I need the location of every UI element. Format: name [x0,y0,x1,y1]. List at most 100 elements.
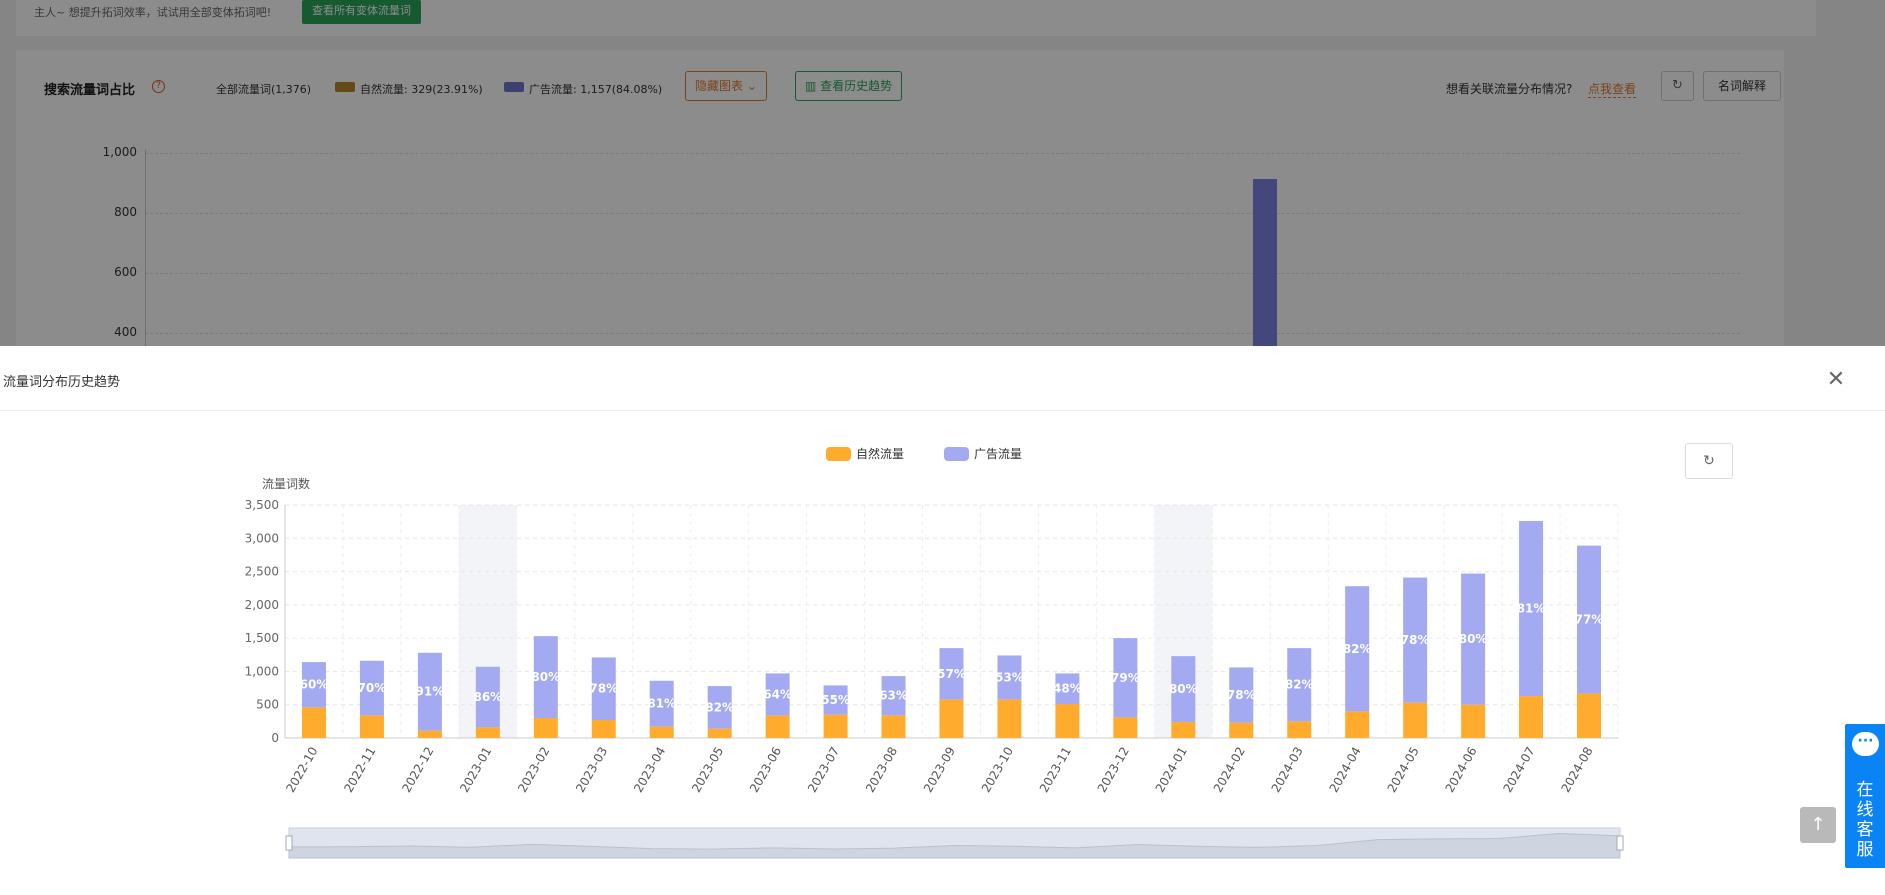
zoom-slider-preview [288,833,1621,859]
bar-ad [359,660,384,716]
chat-bubble-icon [1852,732,1879,756]
bg-y-tick: 1,000 [102,145,137,159]
x-tick-label: 2023-05 [689,745,726,795]
bg-gridline [145,273,1740,274]
bar-natural [475,727,500,738]
back-to-top-button[interactable]: ↑ [1800,807,1836,843]
bar-ad [591,657,616,721]
data-label: 48% [1053,682,1082,696]
x-tick-label: 2023-09 [921,745,958,795]
bar-ad [1519,520,1544,697]
data-label: 86% [473,690,502,704]
bar-natural [591,720,616,738]
hide-chart-label: 隐藏图表 [695,79,744,93]
chevron-down-icon: ⌄ [746,79,757,93]
x-tick-label: 2022-10 [283,745,320,795]
refresh-icon[interactable]: ↻ [1661,71,1694,101]
bar-ad [1055,673,1080,705]
y-tick-label: 0 [271,731,279,745]
modal-header: 流量词分布历史趋势 ✕ [0,346,1885,411]
bar-ad [823,685,848,715]
y-tick-label: 2,500 [245,565,279,579]
help-icon[interactable]: ? [152,80,165,93]
view-variants-button[interactable]: 查看所有变体流量词 [302,0,421,24]
data-label: 77% [1575,613,1604,627]
x-tick-label: 2023-08 [863,745,900,795]
modal-title: 流量词分布历史趋势 [3,375,121,390]
bar-natural [359,715,384,738]
bar-natural [649,726,674,738]
bar-natural [997,699,1022,738]
bar-natural [1461,704,1486,738]
zoom-handle-left[interactable] [285,835,293,851]
x-tick-label: 2023-02 [515,745,552,795]
legend-label: 广告流量 [974,447,1022,461]
bar-ad [707,686,732,729]
chart-refresh-icon[interactable]: ↻ [1685,443,1733,479]
x-tick-label: 2023-12 [1095,745,1132,795]
data-label: 53% [995,670,1024,684]
x-tick-label: 2022-11 [341,745,378,795]
natural-legend-label: 自然流量: 329(23.91%) [360,83,483,96]
y-tick-label: 2,000 [245,598,279,612]
bar-natural [765,715,790,738]
chart-icon: ▥ [805,79,817,93]
close-icon[interactable]: ✕ [1826,367,1846,392]
related-traffic-link[interactable]: 点我查看 [1588,82,1637,98]
x-tick-label: 2024-06 [1443,745,1480,795]
bar-ad [1403,577,1428,703]
x-tick-label: 2023-10 [979,745,1016,795]
x-tick-label: 2023-06 [747,745,784,795]
x-tick-label: 2023-07 [805,745,842,795]
natural-legend-swatch [335,82,355,92]
bar-natural [823,714,848,738]
bg-y-tick: 600 [114,265,137,279]
bg-y-tick: 400 [114,325,137,339]
data-label: 60% [300,678,329,692]
y-tick-label: 3,000 [245,531,279,545]
bar-natural [1345,711,1370,738]
bar-ad [417,652,442,731]
zoom-handle-right[interactable] [1616,835,1624,851]
x-tick-label: 2023-01 [457,745,494,795]
bar-natural [1287,721,1312,738]
data-label: 82% [1285,678,1314,692]
y-tick-label: 3,500 [245,498,279,512]
x-tick-label: 2022-12 [399,745,436,795]
legend-swatch [944,447,969,461]
bar-natural [881,715,906,738]
bar-natural [417,730,442,738]
bar-natural [1519,696,1544,738]
modal-overlay[interactable] [0,0,1885,346]
history-trend-chart: 0 500 1,000 1,500 2,000 2,500 3,000 3,500 流量词数 60… [245,446,1624,859]
x-tick-label: 2024-08 [1558,745,1595,795]
legend-swatch [826,447,851,461]
data-label: 91% [416,685,445,699]
x-tick-label: 2024-07 [1500,745,1537,795]
ad-legend-swatch [504,82,524,92]
hide-chart-button[interactable]: 隐藏图表 ⌄ [685,71,767,101]
data-label: 78% [1227,688,1256,702]
bar-ad [1577,545,1602,694]
bar-ad [939,648,964,700]
x-tick-label: 2024-04 [1327,745,1364,795]
online-service-label: 在线客服 [1856,780,1874,860]
bg-y-tick: 800 [114,205,137,219]
bar-natural [1055,704,1080,738]
bar-ad [1113,638,1138,718]
glossary-button[interactable]: 名词解释 [1703,71,1782,101]
bar-ad [1229,667,1254,723]
bar-ad [765,673,790,716]
data-label: 82% [705,700,734,714]
view-history-button[interactable]: ▥ 查看历史趋势 [795,71,903,101]
x-tick-label: 2024-03 [1269,745,1306,795]
background-page: 主人~ 想提升拓词效率，试试用全部变体拓词吧! 查看所有变体流量词 搜索流量词占… [0,0,1885,346]
y-tick-label: 1,500 [245,631,279,645]
bar-natural [1577,693,1602,738]
bar-natural [1403,702,1428,738]
x-tick-label: 2024-01 [1153,745,1190,795]
tip-text: 主人~ 想提升拓词效率，试试用全部变体拓词吧! [34,6,272,19]
data-label: 79% [1111,671,1140,685]
data-label: 80% [531,670,560,684]
